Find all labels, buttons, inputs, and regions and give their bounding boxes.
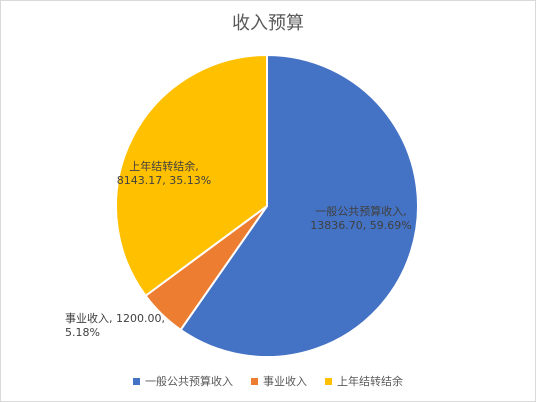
data-label-general-budget: 一般公共预算收入, 13836.70, 59.69% [301,205,421,233]
data-label-line: 上年结转结余, [129,160,199,173]
legend-swatch [133,377,140,385]
pie-slice-2 [115,53,268,298]
data-label-carryover: 上年结转结余, 8143.17, 35.13% [106,160,222,188]
legend-item-business-income: 事业收入 [251,373,307,389]
legend-item-general-budget: 一般公共预算收入 [133,373,233,389]
legend-item-carryover: 上年结转结余 [325,373,403,389]
data-label-line: 13836.70, 59.69% [310,219,412,232]
data-label-line: 事业收入, 1200.00, [65,312,165,325]
pie-slice-0 [179,53,419,358]
data-label-line: 5.18% [65,326,100,339]
legend-label: 一般公共预算收入 [145,375,233,388]
legend-swatch [251,377,258,385]
legend-label: 上年结转结余 [337,375,403,388]
legend-swatch [325,377,332,385]
legend-label: 事业收入 [263,375,307,388]
data-label-line: 一般公共预算收入, [315,205,407,218]
data-label-business-income: 事业收入, 1200.00, 5.18% [65,312,165,340]
data-label-line: 8143.17, 35.13% [116,174,212,187]
chart-title: 收入预算 [232,13,304,34]
legend: 一般公共预算收入 事业收入 上年结转结余 [1,373,535,389]
